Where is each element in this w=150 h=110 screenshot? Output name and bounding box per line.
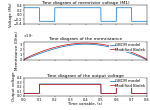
Title: Time diagram of the output voltage: Time diagram of the output voltage: [46, 74, 124, 78]
Y-axis label: Voltage (Mv): Voltage (Mv): [9, 2, 13, 27]
GBCM model: [146, 93, 148, 94]
GBCM model: [136, 55, 138, 56]
Line: GBCM model: GBCM model: [24, 44, 147, 60]
Modified Biolek: [23, 93, 25, 94]
Text: $\times10^4$: $\times10^4$: [23, 33, 34, 40]
GBCM model: [82, 44, 83, 45]
GBCM model: [23, 59, 25, 60]
Modified Biolek: [39, 84, 40, 85]
Line: Modified Biolek: Modified Biolek: [24, 43, 147, 60]
Modified Biolek: [82, 84, 83, 85]
GBCM model: [112, 93, 114, 94]
GBCM model: [85, 43, 86, 45]
Line: Modified Biolek: Modified Biolek: [24, 84, 147, 93]
GBCM model: [142, 93, 144, 94]
Modified Biolek: [75, 43, 76, 44]
Line: GBCM model: GBCM model: [24, 84, 147, 93]
Modified Biolek: [23, 59, 25, 60]
Modified Biolek: [146, 93, 148, 94]
Modified Biolek: [76, 84, 78, 85]
Modified Biolek: [75, 84, 77, 85]
Modified Biolek: [136, 54, 138, 55]
Modified Biolek: [82, 42, 83, 44]
GBCM model: [75, 83, 77, 85]
Modified Biolek: [76, 43, 78, 44]
Modified Biolek: [142, 93, 144, 94]
Modified Biolek: [112, 93, 114, 94]
GBCM model: [39, 83, 40, 85]
GBCM model: [23, 93, 25, 94]
Y-axis label: Memristance (Ohm): Memristance (Ohm): [15, 31, 19, 70]
GBCM model: [146, 59, 148, 60]
Title: Time diagram of memristor voltage (M1): Time diagram of memristor voltage (M1): [41, 1, 130, 5]
GBCM model: [76, 44, 78, 45]
GBCM model: [136, 93, 138, 94]
X-axis label: Time variable, (s): Time variable, (s): [68, 103, 103, 106]
GBCM model: [112, 47, 114, 49]
Modified Biolek: [146, 59, 148, 60]
GBCM model: [76, 83, 78, 85]
GBCM model: [142, 58, 144, 59]
Legend: GBCM model, Modified Biolek: GBCM model, Modified Biolek: [109, 78, 146, 88]
Modified Biolek: [112, 46, 114, 47]
GBCM model: [82, 83, 83, 85]
Modified Biolek: [136, 93, 138, 94]
Modified Biolek: [142, 57, 144, 58]
Title: Time diagram of the memristance: Time diagram of the memristance: [48, 38, 123, 41]
Modified Biolek: [85, 42, 86, 44]
Legend: GBCM model, Modified Biolek: GBCM model, Modified Biolek: [109, 42, 146, 52]
GBCM model: [75, 44, 76, 45]
Y-axis label: Output voltage: Output voltage: [12, 72, 16, 101]
